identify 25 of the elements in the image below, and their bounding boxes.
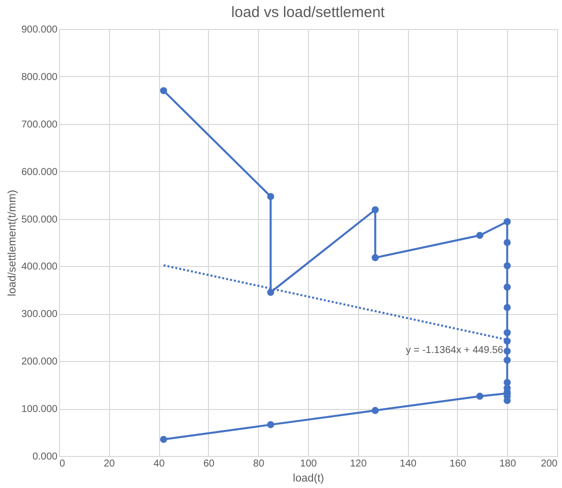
y-tick-label: 400.000 — [21, 262, 58, 273]
annotation: y = -1.1364x + 449.56 — [406, 344, 504, 356]
x-tick-label: 200 — [540, 458, 558, 470]
y-axis-title: load/settlement(t/mm) — [6, 190, 18, 296]
y-tick-label: 300.000 — [21, 309, 58, 320]
y-tick-label: 200.000 — [21, 356, 58, 368]
y-tick-label: 600.000 — [21, 166, 58, 178]
x-tick-label: 80 — [253, 458, 265, 470]
x-tick-label: 140 — [400, 458, 417, 470]
x-tick-label: 160 — [450, 458, 467, 470]
x-tick-label: 20 — [104, 458, 116, 470]
x-tick-label: 180 — [499, 458, 516, 470]
y-tick-label: 500.000 — [21, 214, 58, 226]
y-tick-label: 900.000 — [21, 24, 58, 36]
y-tick-label: 800.000 — [21, 72, 58, 83]
chart-title: load vs load/settlement — [231, 4, 386, 21]
y-tick-label: 700.000 — [21, 119, 58, 130]
x-tick-label: 60 — [203, 458, 215, 470]
x-tick-label: 120 — [350, 458, 368, 470]
x-tick-label: 100 — [300, 458, 318, 470]
x-axis-title: load(t) — [292, 472, 324, 484]
y-tick-label: 0.000 — [32, 452, 58, 462]
y-tick-label: 100.000 — [21, 404, 58, 416]
x-tick-label: 0 — [60, 458, 66, 470]
x-tick-label: 40 — [154, 458, 166, 470]
